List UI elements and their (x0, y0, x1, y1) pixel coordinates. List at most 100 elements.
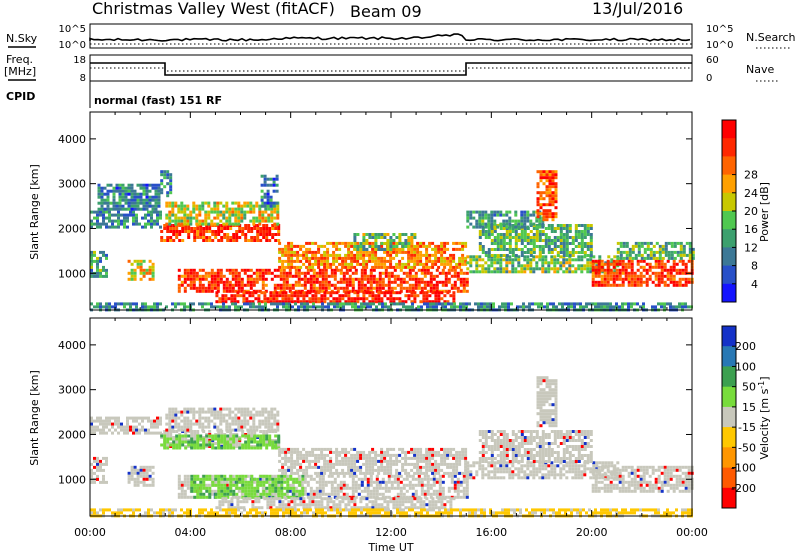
colorbar-swatch (722, 366, 736, 388)
colorbar-swatch (722, 247, 736, 267)
colorbar-tick-label: 15 (742, 401, 756, 414)
x-tick-label: 00:00 (676, 526, 708, 539)
colorbar-tick-label: 12 (744, 241, 758, 254)
y-tick-label: 3000 (58, 178, 86, 191)
nsky-panel-frame (89, 23, 693, 49)
echo-region (97, 183, 161, 211)
echo-region (278, 447, 468, 475)
echo-region (90, 456, 108, 484)
nave-tick-bottom: 0 (706, 73, 712, 84)
nsearch-tick-bottom: 10^0 (706, 40, 733, 51)
velocity-ylabel: Slant Range [km] (28, 370, 41, 466)
x-tick-label: 04:00 (174, 526, 206, 539)
colorbar-swatch (722, 174, 736, 194)
x-tick-label: 20:00 (576, 526, 608, 539)
cpid-label: CPID (6, 90, 35, 103)
echo-region (165, 201, 280, 226)
echo-region (165, 407, 280, 432)
nave-label: Nave (746, 63, 774, 76)
echo-region (278, 241, 468, 269)
colorbar-swatch (722, 447, 736, 468)
nsky-trace (89, 33, 691, 42)
x-tick-label: 16:00 (475, 526, 507, 539)
x-tick-label: 08:00 (275, 526, 307, 539)
freq-tick-bottom: 8 (80, 73, 86, 84)
nsky-tick-bottom: 10^0 (59, 40, 86, 51)
nsky-tick-top: 10^5 (59, 24, 86, 35)
colorbar-tick-label: 4 (751, 278, 758, 291)
colorbar-swatch (722, 156, 736, 176)
colorbar-tick-label: -200 (731, 482, 756, 495)
echo-region (215, 291, 456, 304)
colorbar-swatch (722, 192, 736, 212)
velocity-colorbar-label: Velocity [m s-1] (757, 376, 771, 459)
velocity-echo-layer (90, 376, 694, 518)
station-title: Christmas Valley West (fitACF) (92, 0, 335, 18)
y-tick-label: 1000 (58, 473, 86, 486)
power-colorbar-label: Power [dB] (758, 182, 771, 242)
echo-region (536, 170, 558, 222)
y-tick-label: 2000 (58, 222, 86, 235)
echo-region (616, 241, 695, 260)
colorbar-tick-label: 50 (742, 381, 756, 394)
colorbar-tick-label: -15 (738, 421, 756, 434)
nsearch-tick-top: 10^5 (706, 24, 733, 35)
y-tick-label: 4000 (58, 133, 86, 146)
colorbar-swatch (722, 406, 736, 428)
colorbar-tick-label: 16 (744, 223, 758, 236)
x-tick-label: 12:00 (375, 526, 407, 539)
freq-panel-frame (89, 54, 693, 82)
colorbar-swatch (722, 427, 736, 448)
colorbar-swatch (722, 386, 736, 408)
colorbar-tick-label: -50 (738, 441, 756, 454)
echo-region (177, 268, 469, 293)
echo-region (90, 416, 162, 435)
colorbar-tick-label: 8 (751, 260, 758, 273)
echo-region (478, 224, 593, 257)
colorbar-swatch (722, 467, 736, 489)
colorbar-swatch (722, 211, 736, 230)
colorbar-tick-label: -100 (731, 462, 756, 475)
colorbar-swatch (722, 120, 736, 139)
nsky-label: N.Sky (6, 32, 38, 45)
beam-label: Beam 09 (350, 2, 422, 21)
colorbar-tick-label: 28 (744, 169, 758, 182)
colorbar-tick-label: 100 (735, 360, 756, 373)
freq-tick-top: 18 (73, 55, 86, 66)
echo-region (536, 376, 558, 428)
colorbar-tick-label: 24 (744, 187, 758, 200)
power-colorbar: 4 8 12 16 20 24 28 (721, 119, 758, 303)
power-echo-layer (90, 170, 695, 312)
colorbar-tick-label: 20 (744, 205, 758, 218)
colorbar-swatch (722, 346, 736, 367)
nave-trace (90, 67, 692, 72)
echo-region (466, 210, 545, 229)
x-tick-label: 00:00 (74, 526, 106, 539)
echo-region (160, 224, 281, 242)
colorbar-swatch (722, 283, 736, 303)
colorbar-tick-label: 200 (735, 340, 756, 353)
y-tick-label: 3000 (58, 384, 86, 397)
power-axes: 1000 2000 3000 4000 (58, 112, 693, 310)
power-ylabel: Slant Range [km] (28, 164, 41, 260)
nave-tick-top: 60 (706, 55, 719, 66)
colorbar-swatch (722, 326, 736, 347)
freq-trace (90, 62, 692, 76)
echo-region (127, 465, 155, 487)
echo-region (591, 259, 694, 287)
echo-region (127, 259, 155, 281)
echo-region (190, 474, 305, 499)
nsearch-label: N.Search (746, 31, 796, 44)
time-axis-label: Time UT (367, 541, 413, 554)
freq-label: Freq. (6, 53, 33, 66)
velocity-axes: 1000 2000 3000 4000 (58, 318, 693, 516)
time-axis-ticks: 00:00 04:00 08:00 12:00 16:00 20:00 00:00 (74, 526, 708, 539)
cpid-text: normal (fast) 151 RF (94, 94, 222, 107)
echo-region (478, 430, 593, 463)
echo-region (90, 250, 108, 278)
date-label: 13/Jul/2016 (592, 0, 683, 18)
y-tick-label: 1000 (58, 267, 86, 280)
echo-region (215, 497, 456, 510)
echo-region (160, 170, 173, 198)
